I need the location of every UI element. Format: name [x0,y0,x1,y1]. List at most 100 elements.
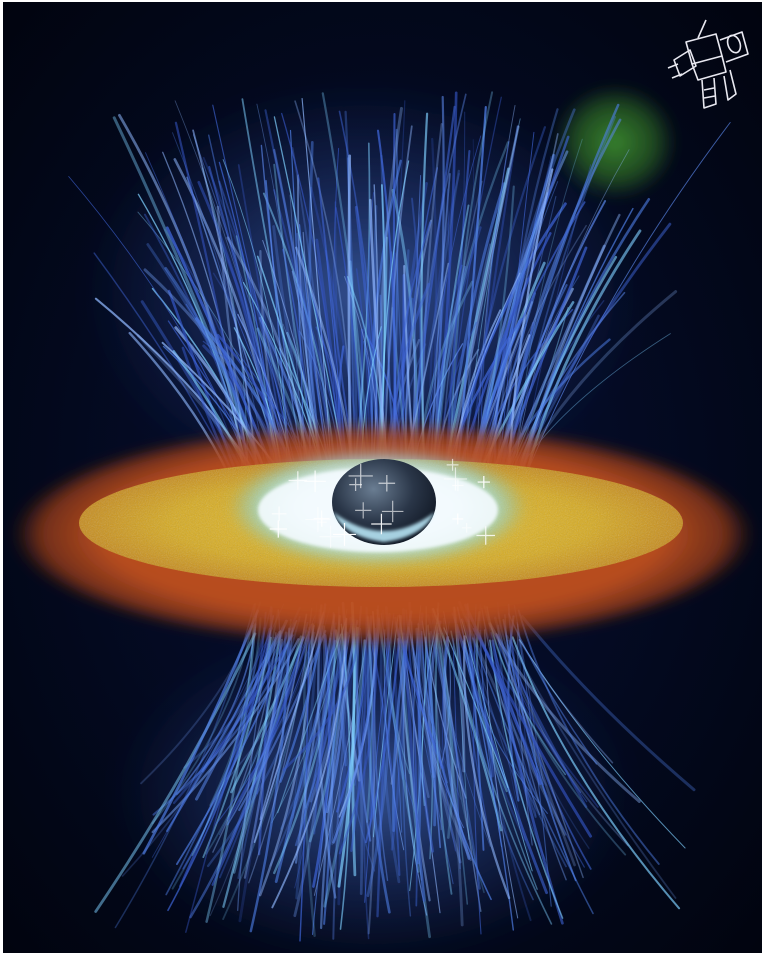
outflow-streak [461,619,533,872]
sparkle [348,463,373,489]
sparkle [355,502,372,519]
outflow-streak [205,623,257,923]
sparkle [371,513,392,535]
outflow-streak [456,606,515,931]
outflow-streak [195,619,288,801]
outflow-streak [175,619,298,866]
outflow-streak [313,630,369,896]
sparkle [461,522,472,533]
sparkle [319,525,342,548]
outflow-streak [121,627,265,877]
outflow-streak [493,616,576,867]
outflow-streak [282,636,359,772]
outflow-streak [496,633,588,808]
sparkle [446,458,459,471]
outflow-streak [222,624,315,920]
outflow-streak [452,637,461,870]
outflow-streak [402,608,426,902]
outflow-streak [237,615,301,880]
outflow-streak [400,622,454,885]
outflow-streak [165,625,286,896]
outflow-streak [230,636,305,794]
outflow-streak [226,626,310,780]
sparkle [443,467,468,491]
outflow-streak [497,611,629,847]
outflow-streak [437,633,469,905]
outflow-streak [455,623,549,895]
sparkle [304,470,326,493]
outflow-streak [520,615,696,792]
outflow-streak [273,614,341,875]
outflow-streak [488,622,641,803]
outflow-streak [504,614,567,881]
sparkle [317,517,327,528]
sparkle [378,474,396,492]
outflow-streak [215,625,315,825]
outflow-streak [151,638,300,834]
outflow-streak [319,619,359,930]
outflow-streak [294,637,332,847]
outflow-streak [218,615,316,836]
outflow-streak [502,618,577,882]
outflow-streak [431,619,491,847]
outflow-streak [442,635,471,860]
outflow-streak [114,603,255,929]
outflow-streak [428,632,442,831]
outflow-streak [237,629,272,911]
outflow-streak [302,629,316,938]
outflow-streak [494,633,588,803]
outflow-streak [313,622,337,835]
outflow-streak [271,617,348,909]
outflow-streak [511,636,681,910]
sparkle [452,513,464,525]
outflow-streak [443,627,509,789]
outflow-streak [311,635,350,935]
sparkle [477,475,490,489]
core-sparkles [269,458,496,548]
outflow-streak [436,608,482,913]
outflow-streak [517,609,660,865]
outflow-streak [259,623,314,897]
illustration-frame [3,2,762,953]
outflow-streak [473,627,593,838]
outflow-streak [407,626,442,849]
outflow-streak [185,605,272,933]
outflow-streak [294,619,322,889]
outflow-streak [227,623,313,821]
outflow-streak [429,630,481,890]
outflow-streak [201,634,294,773]
outflow-streak [489,639,564,919]
outflow-streak [332,617,381,844]
black-hole [332,459,436,545]
outflow-streak [454,616,491,838]
sparkle [381,500,404,523]
outflow-streak [390,640,406,851]
satellite-sketch-icon [667,19,749,109]
outflow-streak [506,635,677,899]
outflow-streak [280,628,347,830]
outflow-streak [366,616,375,935]
sparkle [305,506,331,533]
outflow-streak [179,628,271,888]
sparkle [476,526,496,545]
outflow-streak [182,611,267,870]
black-hole-front-glow [333,512,435,542]
outflow-streak [431,607,464,927]
outflow-streak [495,632,584,879]
outflow-streak [226,627,294,826]
outflow-streak [366,615,391,914]
outflow-streak [405,609,418,907]
outflow-streak [403,635,428,916]
outflow-streak [269,629,338,867]
outflow-streak [519,639,686,849]
outflow-streak [462,640,548,814]
outflow-streak [142,609,259,855]
lower-outflow-streaks [94,600,696,942]
accretion-disk-illustration [3,2,762,953]
outflow-streak [191,624,254,856]
outflow-streak [238,636,291,923]
sparkle [269,520,287,538]
outflow-streak [479,629,502,847]
sparkle [271,506,287,522]
sparkle [452,479,464,492]
